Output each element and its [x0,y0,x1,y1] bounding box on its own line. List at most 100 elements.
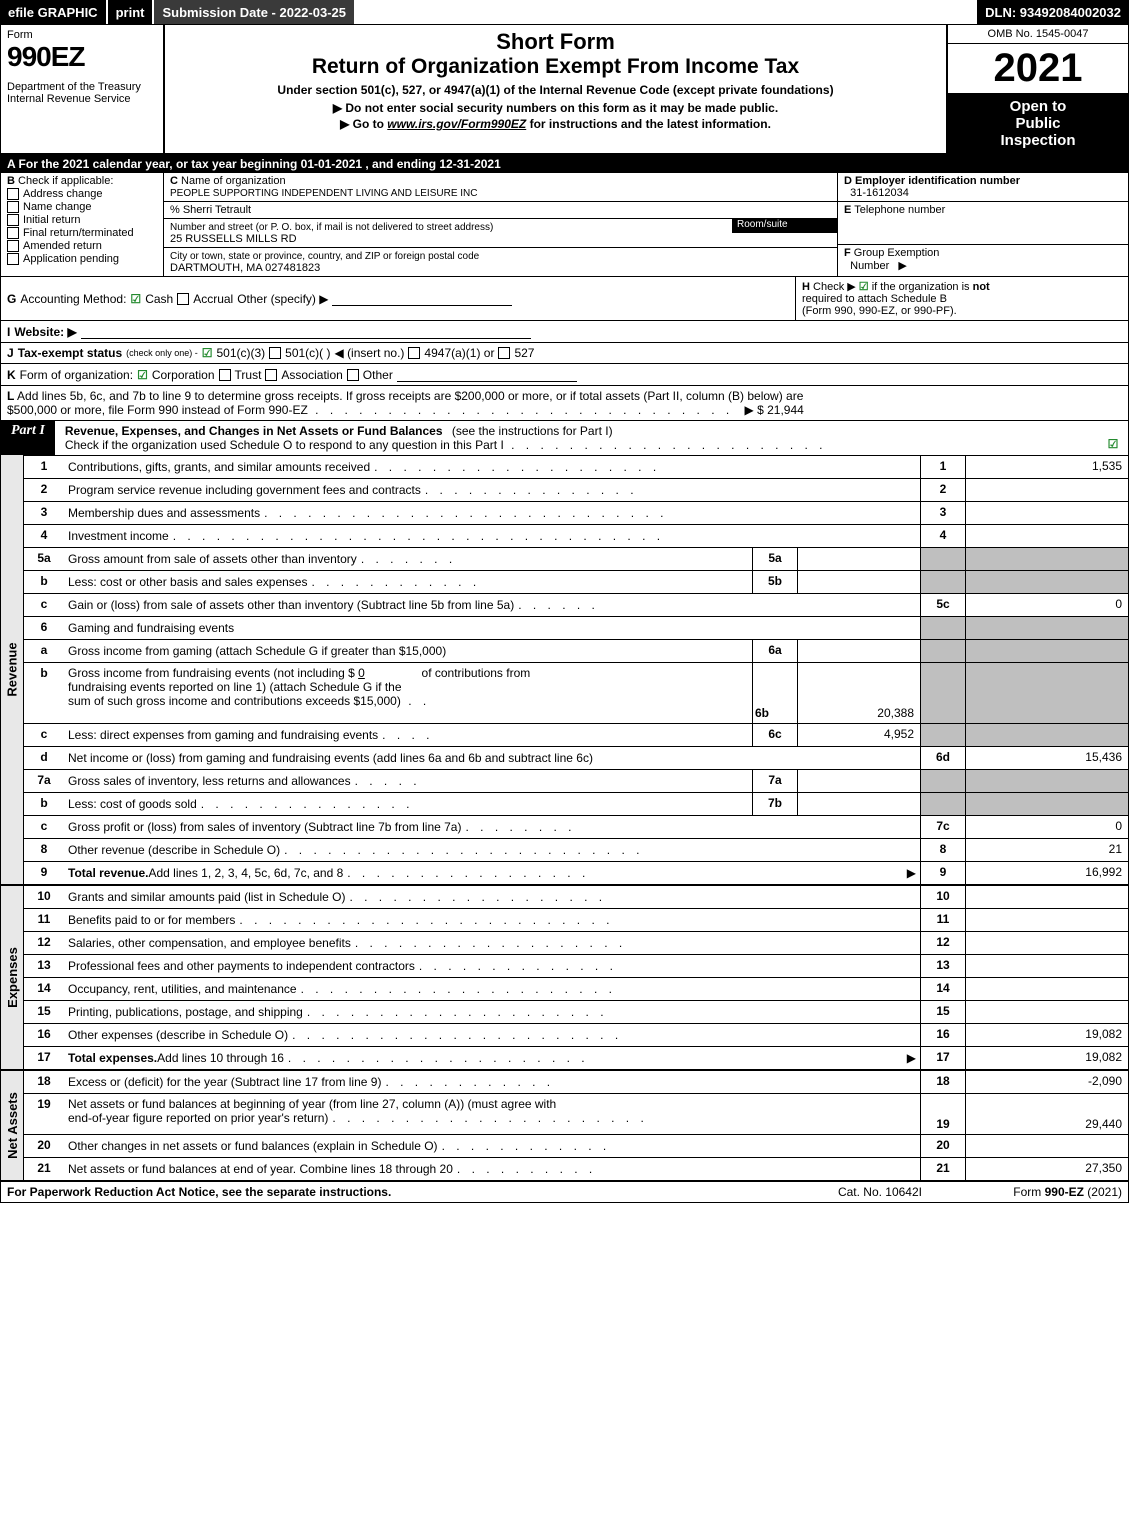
line-desc: Contributions, gifts, grants, and simila… [68,460,370,474]
line-20: 20 Other changes in net assets or fund b… [24,1134,1128,1157]
checkbox-icon[interactable] [269,347,281,359]
footer-right-form: 990-EZ [1045,1185,1084,1199]
line-desc: Professional fees and other payments to … [68,959,415,973]
header-left: Form 990EZ Department of the Treasury In… [1,25,165,153]
line-6d: d Net income or (loss) from gaming and f… [24,746,1128,769]
line-11: 11 Benefits paid to or for members. . . … [24,908,1128,931]
line-desc: Gaming and fundraising events [68,621,234,635]
k-label: K [7,368,16,382]
sub-val [797,640,920,662]
line-val [965,886,1128,908]
top-bar: efile GRAPHIC print Submission Date - 20… [0,0,1129,24]
e-label: E [844,204,851,216]
line-desc: Other changes in net assets or fund bala… [68,1139,438,1153]
cb-label: Application pending [23,253,119,265]
line-desc: Membership dues and assessments [68,506,260,520]
header-center: Short Form Return of Organization Exempt… [165,25,948,153]
top-spacer [356,0,977,24]
sub-label: 6b [752,663,797,723]
checkbox-icon[interactable] [408,347,420,359]
sub-label: 5b [752,571,797,593]
section-bcdef: B Check if applicable: Address change Na… [1,173,1128,277]
check-icon: ☑ [859,281,869,293]
addr-value: 25 RUSSELLS MILLS RD [170,233,297,245]
b-check-if: Check if applicable: [18,175,113,187]
website-field[interactable] [81,324,531,339]
room-label: Room/suite [737,219,788,230]
checkbox-final-return[interactable]: Final return/terminated [7,227,157,239]
h-text3: required to attach Schedule B [802,293,947,305]
line-desc: Salaries, other compensation, and employ… [68,936,351,950]
row-k: K Form of organization: ☑Corporation Tru… [1,363,1128,385]
line-15: 15 Printing, publications, postage, and … [24,1000,1128,1023]
checkbox-icon[interactable] [219,369,231,381]
line-val: 21 [965,839,1128,861]
d-label: D [844,175,852,187]
line-desc: Net assets or fund balances at end of ye… [68,1162,453,1176]
line-2: 2 Program service revenue including gove… [24,478,1128,501]
footer-right-post: (2021) [1084,1185,1122,1199]
line-desc: Printing, publications, postage, and shi… [68,1005,303,1019]
checkbox-application-pending[interactable]: Application pending [7,253,157,265]
h-label: H [802,281,810,293]
l-text1: Add lines 5b, 6c, and 7b to line 9 to de… [17,389,803,403]
line-desc: Program service revenue including govern… [68,483,421,497]
f-label: F [844,247,851,259]
submission-date-label: Submission Date - 2022-03-25 [154,0,356,24]
l-label: L [7,389,14,403]
checkbox-icon[interactable] [347,369,359,381]
j-sub: (check only one) - [126,348,198,358]
main-title: Return of Organization Exempt From Incom… [171,55,940,79]
care-of: % Sherri Tetrault [170,204,251,216]
line-5c: c Gain or (loss) from sale of assets oth… [24,593,1128,616]
k-other-field[interactable] [397,367,577,382]
form-number: 990EZ [7,41,157,73]
sub-val: 4,952 [797,724,920,746]
checkbox-icon[interactable] [498,347,510,359]
expenses-side-label: Expenses [1,886,24,1069]
footer-right-pre: Form [1013,1185,1044,1199]
line-desc: Add lines 1, 2, 3, 4, 5c, 6d, 7c, and 8 [148,866,343,880]
line-val: 1,535 [965,456,1128,478]
fundraising-amt: 0 [358,666,365,680]
print-button[interactable]: print [108,0,155,24]
arrow-icon: ▶ [745,403,754,417]
note2-tail: for instructions and the latest informat… [526,117,771,131]
expenses-section: Expenses 10 Grants and similar amounts p… [1,884,1128,1069]
checkbox-address-change[interactable]: Address change [7,188,157,200]
irs-link[interactable]: www.irs.gov/Form990EZ [387,117,526,131]
line-val: 27,350 [965,1158,1128,1180]
footer-row: For Paperwork Reduction Act Notice, see … [1,1180,1128,1202]
revenue-side-label: Revenue [1,455,24,884]
sub-val [797,571,920,593]
revenue-section: Revenue 1 Contributions, gifts, grants, … [1,455,1128,884]
line-a: A For the 2021 calendar year, or tax yea… [1,155,1128,173]
other-field[interactable] [332,291,512,306]
checkbox-icon[interactable] [177,293,189,305]
checkbox-amended-return[interactable]: Amended return [7,240,157,252]
k-other: Other [363,368,393,382]
checkbox-name-change[interactable]: Name change [7,201,157,213]
line-desc: Gross profit or (loss) from sales of inv… [68,820,461,834]
checkbox-icon[interactable] [265,369,277,381]
line-val: 16,992 [965,862,1128,884]
line-3: 3 Membership dues and assessments. . . .… [24,501,1128,524]
line-6: 6 Gaming and fundraising events [24,616,1128,639]
line-desc: Less: cost or other basis and sales expe… [68,575,307,589]
line-val: 29,440 [965,1094,1128,1134]
sub-label: 7b [752,793,797,815]
arrow-icon: ▶ [898,260,906,272]
line-val [965,978,1128,1000]
sub-val [797,793,920,815]
footer-left: For Paperwork Reduction Act Notice, see … [7,1185,838,1199]
line-19: 19 Net assets or fund balances at beginn… [24,1093,1128,1134]
line-desc: Grants and similar amounts paid (list in… [68,890,345,904]
line-13: 13 Professional fees and other payments … [24,954,1128,977]
line-7b: b Less: cost of goods sold. . . . . . . … [24,792,1128,815]
checkbox-initial-return[interactable]: Initial return [7,214,157,226]
h-text1: Check ▶ [813,281,856,293]
line-desc: Investment income [68,529,169,543]
city-label: City or town, state or province, country… [170,251,479,262]
line-val: -2,090 [965,1071,1128,1093]
subtitle: Under section 501(c), 527, or 4947(a)(1)… [171,83,940,97]
